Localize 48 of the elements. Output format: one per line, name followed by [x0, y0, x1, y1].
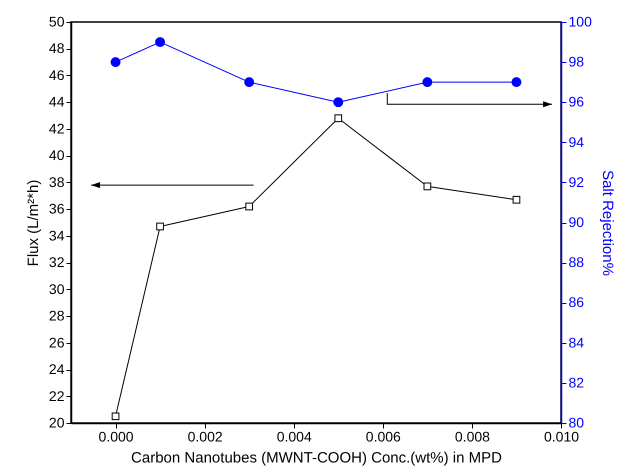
point: [422, 77, 432, 88]
y2-tick-label: 94: [568, 134, 584, 150]
point: [156, 222, 164, 230]
point: [334, 114, 342, 122]
y-tick-label: 24: [48, 361, 65, 378]
point: [155, 37, 166, 48]
y-tick-label: 20: [48, 414, 65, 430]
y-tick-label: 46: [48, 66, 65, 83]
y-tick-label: 38: [48, 174, 65, 190]
y2-tick-label: 86: [568, 294, 584, 310]
y-tick-label: 44: [48, 94, 65, 110]
y2-tick-label: 90: [568, 214, 584, 230]
point: [512, 196, 520, 204]
y-tick-label: 30: [48, 280, 65, 297]
x-tick-label: 0.010: [544, 428, 580, 444]
y2-tick-label: 92: [568, 174, 584, 190]
point: [511, 77, 522, 88]
point: [112, 412, 120, 420]
y-tick-label: 28: [48, 308, 65, 324]
point: [333, 97, 344, 108]
y2-tick-label: 80: [568, 414, 584, 430]
point: [110, 57, 121, 68]
x-tick-label: 0.008: [454, 428, 490, 444]
x-tick-label: 0.000: [98, 428, 134, 444]
x-tick-label: 0.004: [276, 428, 312, 444]
x-tick-label: 0.006: [366, 428, 402, 444]
point: [245, 202, 254, 210]
y-tick-label: 50: [48, 14, 65, 30]
y-tick-label: 32: [48, 254, 65, 270]
y-tick-label: 48: [48, 40, 65, 56]
y-axis-title: Flux (L/m²*h): [24, 180, 42, 266]
x-tick-label: 0.002: [188, 428, 223, 444]
y-tick-label: 42: [48, 120, 65, 136]
y2-axis-title: Salt Rejection%: [598, 170, 616, 276]
y-tick-label: 26: [48, 334, 65, 350]
point: [424, 182, 432, 190]
y-tick-label: 22: [48, 388, 65, 404]
y2-tick-label: 96: [568, 94, 584, 110]
y2-tick-label: 88: [568, 254, 584, 270]
y2-tick-label: 82: [568, 374, 584, 390]
y-tick-label: 40: [48, 147, 65, 164]
y-tick-label: 34: [48, 227, 65, 244]
y2-tick-label: 100: [568, 14, 592, 30]
y2-tick-label: 84: [568, 334, 584, 350]
y-tick-label: 36: [48, 200, 65, 217]
point: [244, 77, 254, 88]
y2-tick-label: 98: [568, 54, 584, 70]
x-axis-title: Carbon Nanotubes (MWNT-COOH) Conc.(wt%) in MPD: [131, 450, 502, 466]
